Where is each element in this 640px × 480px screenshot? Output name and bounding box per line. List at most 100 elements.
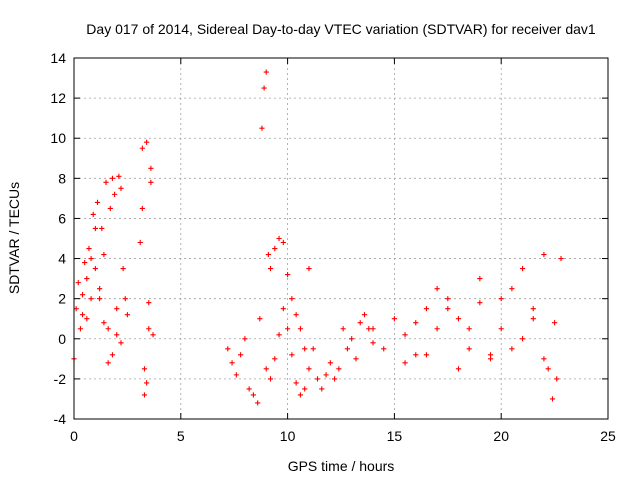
data-point	[402, 360, 408, 366]
data-point	[118, 185, 124, 191]
data-point	[233, 372, 239, 378]
data-point	[530, 306, 536, 312]
data-point	[79, 292, 86, 298]
series-pass-d	[225, 69, 312, 406]
data-point	[558, 255, 564, 262]
data-point	[88, 255, 94, 262]
data-point	[146, 326, 152, 332]
data-series	[71, 69, 564, 406]
series-pass-f	[370, 251, 564, 402]
y-tick-label: -2	[54, 371, 67, 387]
data-point	[280, 306, 286, 312]
series-pass-b	[79, 225, 124, 358]
data-point	[402, 332, 408, 338]
data-point	[306, 265, 312, 272]
data-point	[381, 346, 387, 352]
data-point	[265, 251, 271, 258]
data-point	[423, 352, 430, 358]
data-point	[487, 352, 494, 358]
data-point	[319, 386, 325, 392]
data-point	[477, 276, 483, 282]
data-point	[79, 312, 86, 318]
series-pass-a	[71, 173, 130, 366]
data-point	[289, 296, 295, 302]
data-point	[466, 346, 472, 352]
data-point	[124, 312, 130, 318]
data-point	[455, 316, 462, 322]
data-point	[148, 165, 154, 171]
data-point	[293, 380, 299, 386]
data-point	[75, 280, 81, 286]
data-point	[267, 265, 274, 272]
data-point	[77, 326, 84, 332]
y-tick-label: 2	[58, 291, 66, 307]
data-point	[353, 356, 359, 362]
data-point	[306, 366, 312, 372]
data-point	[263, 69, 269, 75]
y-tick-label: 12	[50, 90, 66, 106]
data-point	[509, 346, 515, 352]
y-tick-label: 0	[58, 331, 66, 347]
data-point	[361, 312, 368, 318]
data-point	[340, 326, 346, 332]
data-point	[276, 235, 282, 242]
axis-ticks: 0 5 10 15 20 25 -4 -2 0 2 4 6 8 10 12 14	[50, 50, 616, 444]
data-point	[310, 346, 316, 352]
y-axis-label: SDTVAR / TECUs	[6, 182, 22, 294]
data-point	[141, 366, 148, 372]
data-point	[272, 245, 278, 252]
data-point	[120, 265, 126, 272]
data-point	[272, 356, 278, 362]
data-point	[255, 400, 261, 406]
data-point	[285, 272, 291, 278]
data-point	[144, 380, 150, 386]
data-point	[455, 366, 462, 372]
data-point	[97, 296, 103, 302]
data-point	[302, 346, 308, 352]
data-point	[90, 211, 96, 218]
data-point	[82, 259, 88, 266]
data-point	[105, 360, 111, 366]
y-tick-label: -4	[54, 411, 67, 427]
data-point	[498, 326, 504, 332]
data-point	[327, 360, 333, 366]
data-point	[242, 336, 248, 342]
data-point	[150, 332, 156, 338]
data-point	[148, 179, 154, 185]
y-tick-label: 4	[58, 251, 66, 267]
data-point	[545, 366, 551, 372]
data-point	[519, 265, 526, 272]
grid-lines	[74, 58, 608, 419]
data-point	[445, 296, 451, 302]
data-point	[107, 205, 113, 212]
y-tick-label: 6	[58, 210, 66, 226]
data-point	[289, 352, 295, 358]
series-pass-g	[402, 286, 558, 362]
data-point	[259, 125, 265, 131]
chart-title: Day 017 of 2014, Sidereal Day-to-day VTE…	[86, 21, 596, 37]
data-point	[88, 296, 94, 302]
data-point	[370, 326, 376, 332]
data-point	[114, 332, 120, 338]
series-pass-e	[263, 306, 376, 398]
data-point	[144, 139, 150, 145]
data-point	[118, 340, 124, 346]
data-point	[109, 175, 116, 181]
data-point	[116, 173, 122, 179]
data-point	[349, 336, 355, 342]
data-point	[413, 320, 419, 326]
data-point	[141, 392, 148, 398]
data-point	[552, 320, 558, 326]
data-point	[94, 199, 101, 205]
plot-frame	[73, 57, 609, 420]
data-point	[238, 352, 244, 358]
data-point	[280, 239, 286, 246]
data-point	[250, 392, 257, 398]
data-point	[246, 386, 252, 392]
data-point	[498, 296, 504, 302]
data-point	[434, 326, 440, 332]
data-point	[84, 316, 90, 322]
data-point	[445, 306, 451, 312]
data-point	[466, 326, 472, 332]
data-point	[146, 300, 152, 306]
